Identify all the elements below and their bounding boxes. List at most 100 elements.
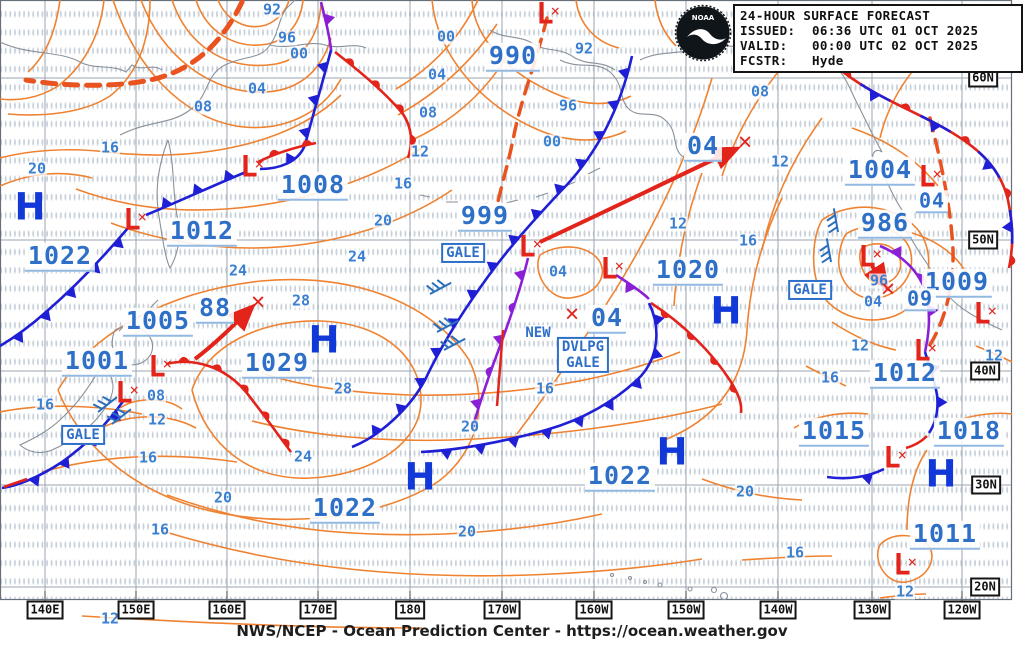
isobar-label: 24 — [227, 261, 249, 280]
chart-title: 24-HOUR SURFACE FORECAST — [740, 8, 931, 23]
pressure-center-label: 1005 — [122, 308, 194, 337]
track-pressure-label: 04 — [587, 305, 627, 334]
low-pressure-symbol: L✕ — [600, 251, 624, 286]
longitude-label: 160E — [208, 600, 246, 620]
forecaster-value: Hyde — [812, 53, 844, 68]
noaa-logo-text: NOAA — [692, 14, 715, 22]
low-pressure-symbol: L✕ — [973, 296, 997, 331]
pressure-center-label: 1012 — [869, 360, 941, 389]
longitude-label: 130W — [853, 600, 891, 620]
low-pressure-symbol: L✕ — [518, 229, 542, 264]
isobar-label: 20 — [456, 522, 478, 541]
pressure-center-label: 1001 — [61, 348, 133, 377]
latitude-label: 30N — [971, 475, 1001, 495]
low-pressure-symbol: L✕ — [913, 333, 937, 368]
longitude-label: 160W — [575, 600, 613, 620]
pressure-center-label: 990 — [485, 43, 541, 72]
low-pressure-symbol: L✕ — [883, 440, 907, 475]
pressure-center-label: 1011 — [909, 521, 981, 550]
low-pressure-symbol: L✕ — [893, 547, 917, 582]
isobar-label: 16 — [784, 543, 806, 562]
isobar-label: 28 — [332, 379, 354, 398]
isobar-label: 08 — [192, 97, 214, 116]
position-x-mark: ✕ — [565, 300, 579, 327]
isobar-label: 12 — [146, 410, 168, 429]
forecast-header-panel: 24-HOUR SURFACE FORECAST ISSUED: 06:36 U… — [733, 4, 1023, 73]
valid-value: 00:00 UTC 02 OCT 2025 — [812, 38, 979, 53]
isobar-label: 00 — [541, 132, 563, 151]
isobar-label: 92 — [573, 39, 595, 58]
noaa-logo: NOAA — [674, 4, 732, 62]
pressure-center-label: 1022 — [584, 463, 656, 492]
high-pressure-symbol: H — [308, 318, 340, 362]
coastlines — [0, 0, 1003, 601]
track-pressure-label: 04 — [683, 133, 723, 162]
map-frame — [0, 0, 1013, 601]
low-pressure-symbol: L✕ — [858, 239, 882, 274]
warning-box-dvlpg-gale: DVLPG GALE — [556, 336, 610, 374]
position-x-mark: ✕ — [251, 288, 265, 315]
pressure-center-label: 1018 — [933, 418, 1005, 447]
isobar-label: 24 — [292, 447, 314, 466]
track-pressure-label: 09 — [903, 288, 937, 312]
longitude-label: 150W — [667, 600, 705, 620]
pressure-center-label: 1004 — [844, 157, 916, 186]
isobar-label: 16 — [137, 448, 159, 467]
issued-value: 06:36 UTC 01 OCT 2025 — [812, 23, 979, 38]
isobar-label: 20 — [372, 211, 394, 230]
longitude-label: 120W — [943, 600, 981, 620]
longitude-label: 180 — [395, 600, 425, 620]
isobar-label: 00 — [435, 27, 457, 46]
pressure-center-label: 999 — [457, 203, 513, 232]
isobar-label: 20 — [734, 482, 756, 501]
isobar-label: 92 — [261, 0, 283, 19]
low-pressure-symbol: L✕ — [115, 375, 139, 410]
valid-row: VALID: 00:00 UTC 02 OCT 2025 — [740, 38, 1016, 53]
issued-label: ISSUED: — [740, 23, 796, 38]
latitude-label: 50N — [968, 230, 998, 250]
minor-grid-dots — [0, 0, 1012, 600]
pressure-center-label: 1008 — [277, 172, 349, 201]
valid-label: VALID: — [740, 38, 788, 53]
weather-fronts — [0, 0, 1016, 490]
longitude-label: 140E — [26, 600, 64, 620]
isobar-label: 16 — [99, 138, 121, 157]
pressure-center-label: 1015 — [798, 418, 870, 447]
isobar-label: 16 — [534, 379, 556, 398]
isobar-label: 16 — [149, 520, 171, 539]
isobar-label: 20 — [212, 488, 234, 507]
isobar-label: 16 — [34, 395, 56, 414]
high-pressure-symbol: H — [14, 185, 46, 229]
isobar-label: 08 — [417, 103, 439, 122]
position-x-mark: ✕ — [881, 275, 895, 302]
latitude-label: 60N — [968, 68, 998, 88]
longitude-label: 170E — [299, 600, 337, 620]
isobar-label: 08 — [749, 82, 771, 101]
isobar-label: 12 — [769, 152, 791, 171]
isobar-label: 04 — [547, 262, 569, 281]
isobar-label: 16 — [737, 231, 759, 250]
low-pressure-symbol: L✕ — [918, 159, 942, 194]
footer-credit: NWS/NCEP - Ocean Prediction Center - htt… — [236, 622, 788, 640]
isobar-label: 12 — [667, 214, 689, 233]
warning-box-gale: GALE — [788, 279, 832, 301]
isobar-label: 24 — [346, 247, 368, 266]
isobar-label: 04 — [246, 79, 268, 98]
isobar-label: 12 — [99, 609, 121, 628]
isobar-label: 96 — [557, 96, 579, 115]
isobar-label: 04 — [862, 292, 884, 311]
isobar-label: 16 — [819, 368, 841, 387]
position-x-mark: ✕ — [738, 128, 752, 155]
isobar-label: 12 — [894, 582, 916, 601]
high-pressure-symbol: H — [656, 430, 688, 474]
longitude-label: 170W — [483, 600, 521, 620]
pressure-center-label: 1012 — [166, 218, 238, 247]
isobar-label: 00 — [288, 44, 310, 63]
pressure-center-label: 1029 — [241, 350, 313, 379]
high-pressure-symbol: H — [710, 289, 742, 333]
isobar-label: 28 — [290, 291, 312, 310]
low-pressure-symbol: L✕ — [240, 149, 264, 184]
low-pressure-symbol: L✕ — [123, 202, 147, 237]
